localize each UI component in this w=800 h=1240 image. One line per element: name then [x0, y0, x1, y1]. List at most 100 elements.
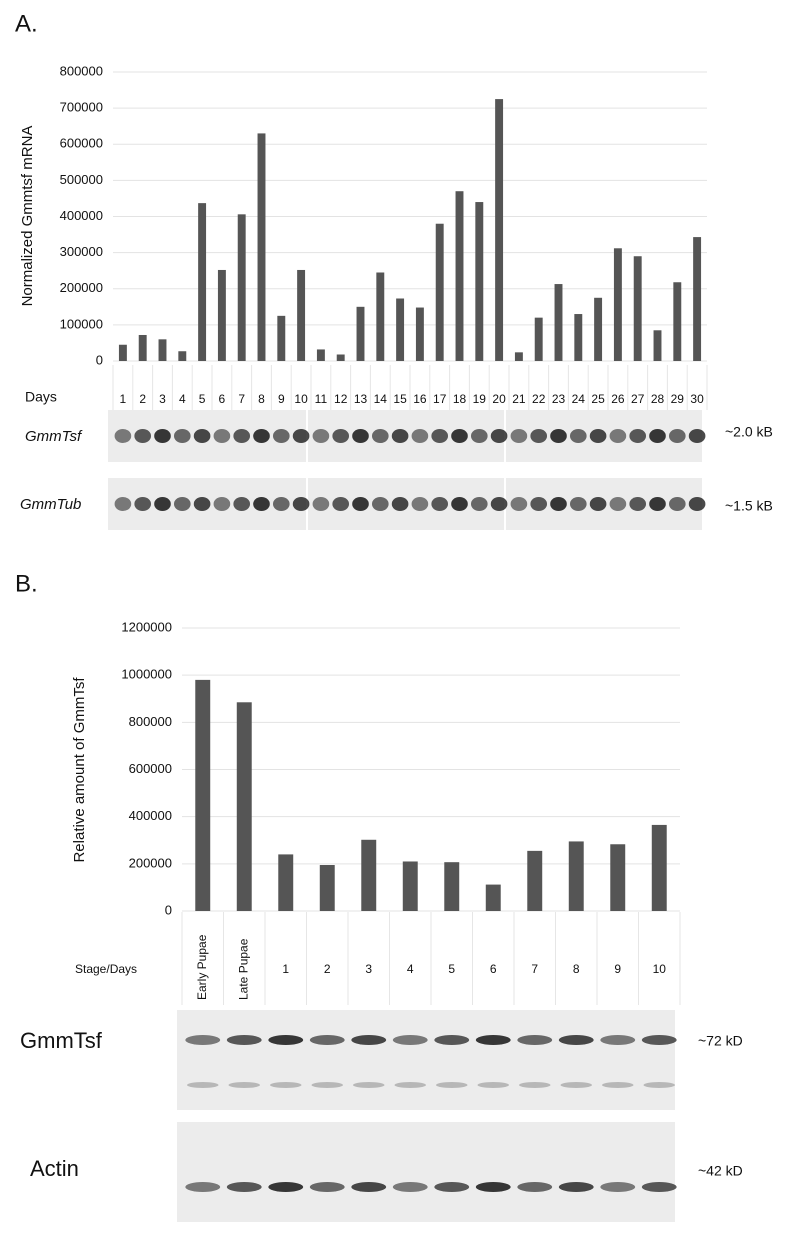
blot-band [517, 1182, 553, 1192]
blot-band [510, 497, 528, 511]
blot-band [550, 429, 567, 443]
blot-band [530, 429, 548, 443]
x-tick-label: 27 [631, 392, 645, 406]
bar [402, 861, 418, 911]
blot-band [609, 497, 627, 511]
bar [574, 314, 583, 361]
blot-size: ~42 kD [698, 1163, 743, 1179]
y-tick-label: 800000 [129, 714, 172, 729]
blot-label: GmmTsf [25, 428, 83, 445]
bar [356, 306, 365, 361]
x-axis-label: Stage/Days [75, 962, 137, 976]
blot-band [311, 1082, 344, 1088]
bar [444, 862, 460, 911]
y-axis-label: Relative amount of GmmTsf [71, 677, 88, 863]
blot-band [600, 1035, 636, 1045]
blot-band [352, 429, 369, 443]
bar [568, 841, 584, 911]
y-tick-label: 100000 [60, 316, 103, 331]
x-tick-label: 22 [532, 392, 546, 406]
blot-band [641, 1182, 677, 1192]
blot-band [391, 497, 409, 511]
blot-band [510, 429, 528, 443]
blot-band [668, 429, 686, 443]
blot-band [431, 429, 449, 443]
blot-band [668, 497, 686, 511]
blot-band [309, 1035, 345, 1045]
bar [527, 850, 543, 911]
bar [415, 307, 424, 361]
x-tick-label: 16 [413, 392, 427, 406]
blot-band [629, 497, 647, 511]
x-tick-label: Late Pupae [236, 938, 250, 1000]
blot-band [475, 1035, 511, 1045]
blot-size: ~1.5 kB [725, 498, 773, 514]
blot-band [269, 1082, 302, 1088]
blot-band [470, 497, 488, 511]
blot-band [154, 429, 171, 443]
x-tick-label: 19 [473, 392, 487, 406]
blot-band [558, 1035, 594, 1045]
blot-band [560, 1082, 593, 1088]
panel-label: B. [15, 570, 38, 597]
bar [485, 884, 501, 911]
x-tick-label: 18 [453, 392, 467, 406]
blot-label: GmmTsf [20, 1028, 103, 1053]
blot-band [411, 497, 429, 511]
blot-band [272, 497, 290, 511]
blot-band [569, 497, 587, 511]
x-tick-label: 6 [219, 392, 226, 406]
blot-band [600, 1182, 636, 1192]
y-tick-label: 700000 [60, 100, 103, 115]
y-tick-label: 0 [96, 352, 103, 367]
x-tick-label: 20 [492, 392, 506, 406]
x-tick-label: 7 [238, 392, 245, 406]
y-tick-label: 0 [165, 902, 172, 917]
blot-band [688, 497, 706, 511]
blot-band [649, 497, 666, 511]
x-tick-label: 10 [294, 392, 308, 406]
bar [138, 334, 147, 361]
bar [514, 352, 523, 361]
x-tick-label: 5 [448, 962, 455, 976]
blot-band [550, 497, 567, 511]
blot-band [233, 429, 251, 443]
x-tick-label: Early Pupae [195, 934, 209, 1000]
blot-band [351, 1035, 387, 1045]
blot-band [609, 429, 627, 443]
x-tick-label: 8 [573, 962, 580, 976]
blot-band [434, 1182, 470, 1192]
bar [633, 256, 642, 361]
bar [237, 214, 246, 361]
x-axis-label: Days [25, 389, 57, 405]
blot-size: ~72 kD [698, 1033, 743, 1049]
blot-band [332, 497, 350, 511]
blot-band [213, 497, 231, 511]
x-tick-label: 29 [671, 392, 685, 406]
blot-band [272, 429, 290, 443]
bar [178, 351, 187, 361]
x-tick-label: 10 [653, 962, 667, 976]
x-tick-label: 1 [120, 392, 127, 406]
bar [198, 203, 207, 361]
x-tick-label: 3 [159, 392, 166, 406]
x-tick-label: 4 [407, 962, 414, 976]
blot-band [569, 429, 587, 443]
blot-band [451, 429, 468, 443]
blot-band [226, 1182, 262, 1192]
blot-band [435, 1082, 468, 1088]
blot-band [517, 1035, 553, 1045]
blot-band [173, 497, 191, 511]
bar [475, 202, 484, 361]
blot-band [134, 429, 152, 443]
x-tick-label: 8 [258, 392, 265, 406]
blot-band [312, 429, 330, 443]
bar [610, 844, 626, 911]
blot-band [228, 1082, 261, 1088]
blot-band [309, 1182, 345, 1192]
blot-band [114, 429, 132, 443]
blot-band [292, 429, 310, 443]
blot-band [154, 497, 171, 511]
x-tick-label: 17 [433, 392, 447, 406]
